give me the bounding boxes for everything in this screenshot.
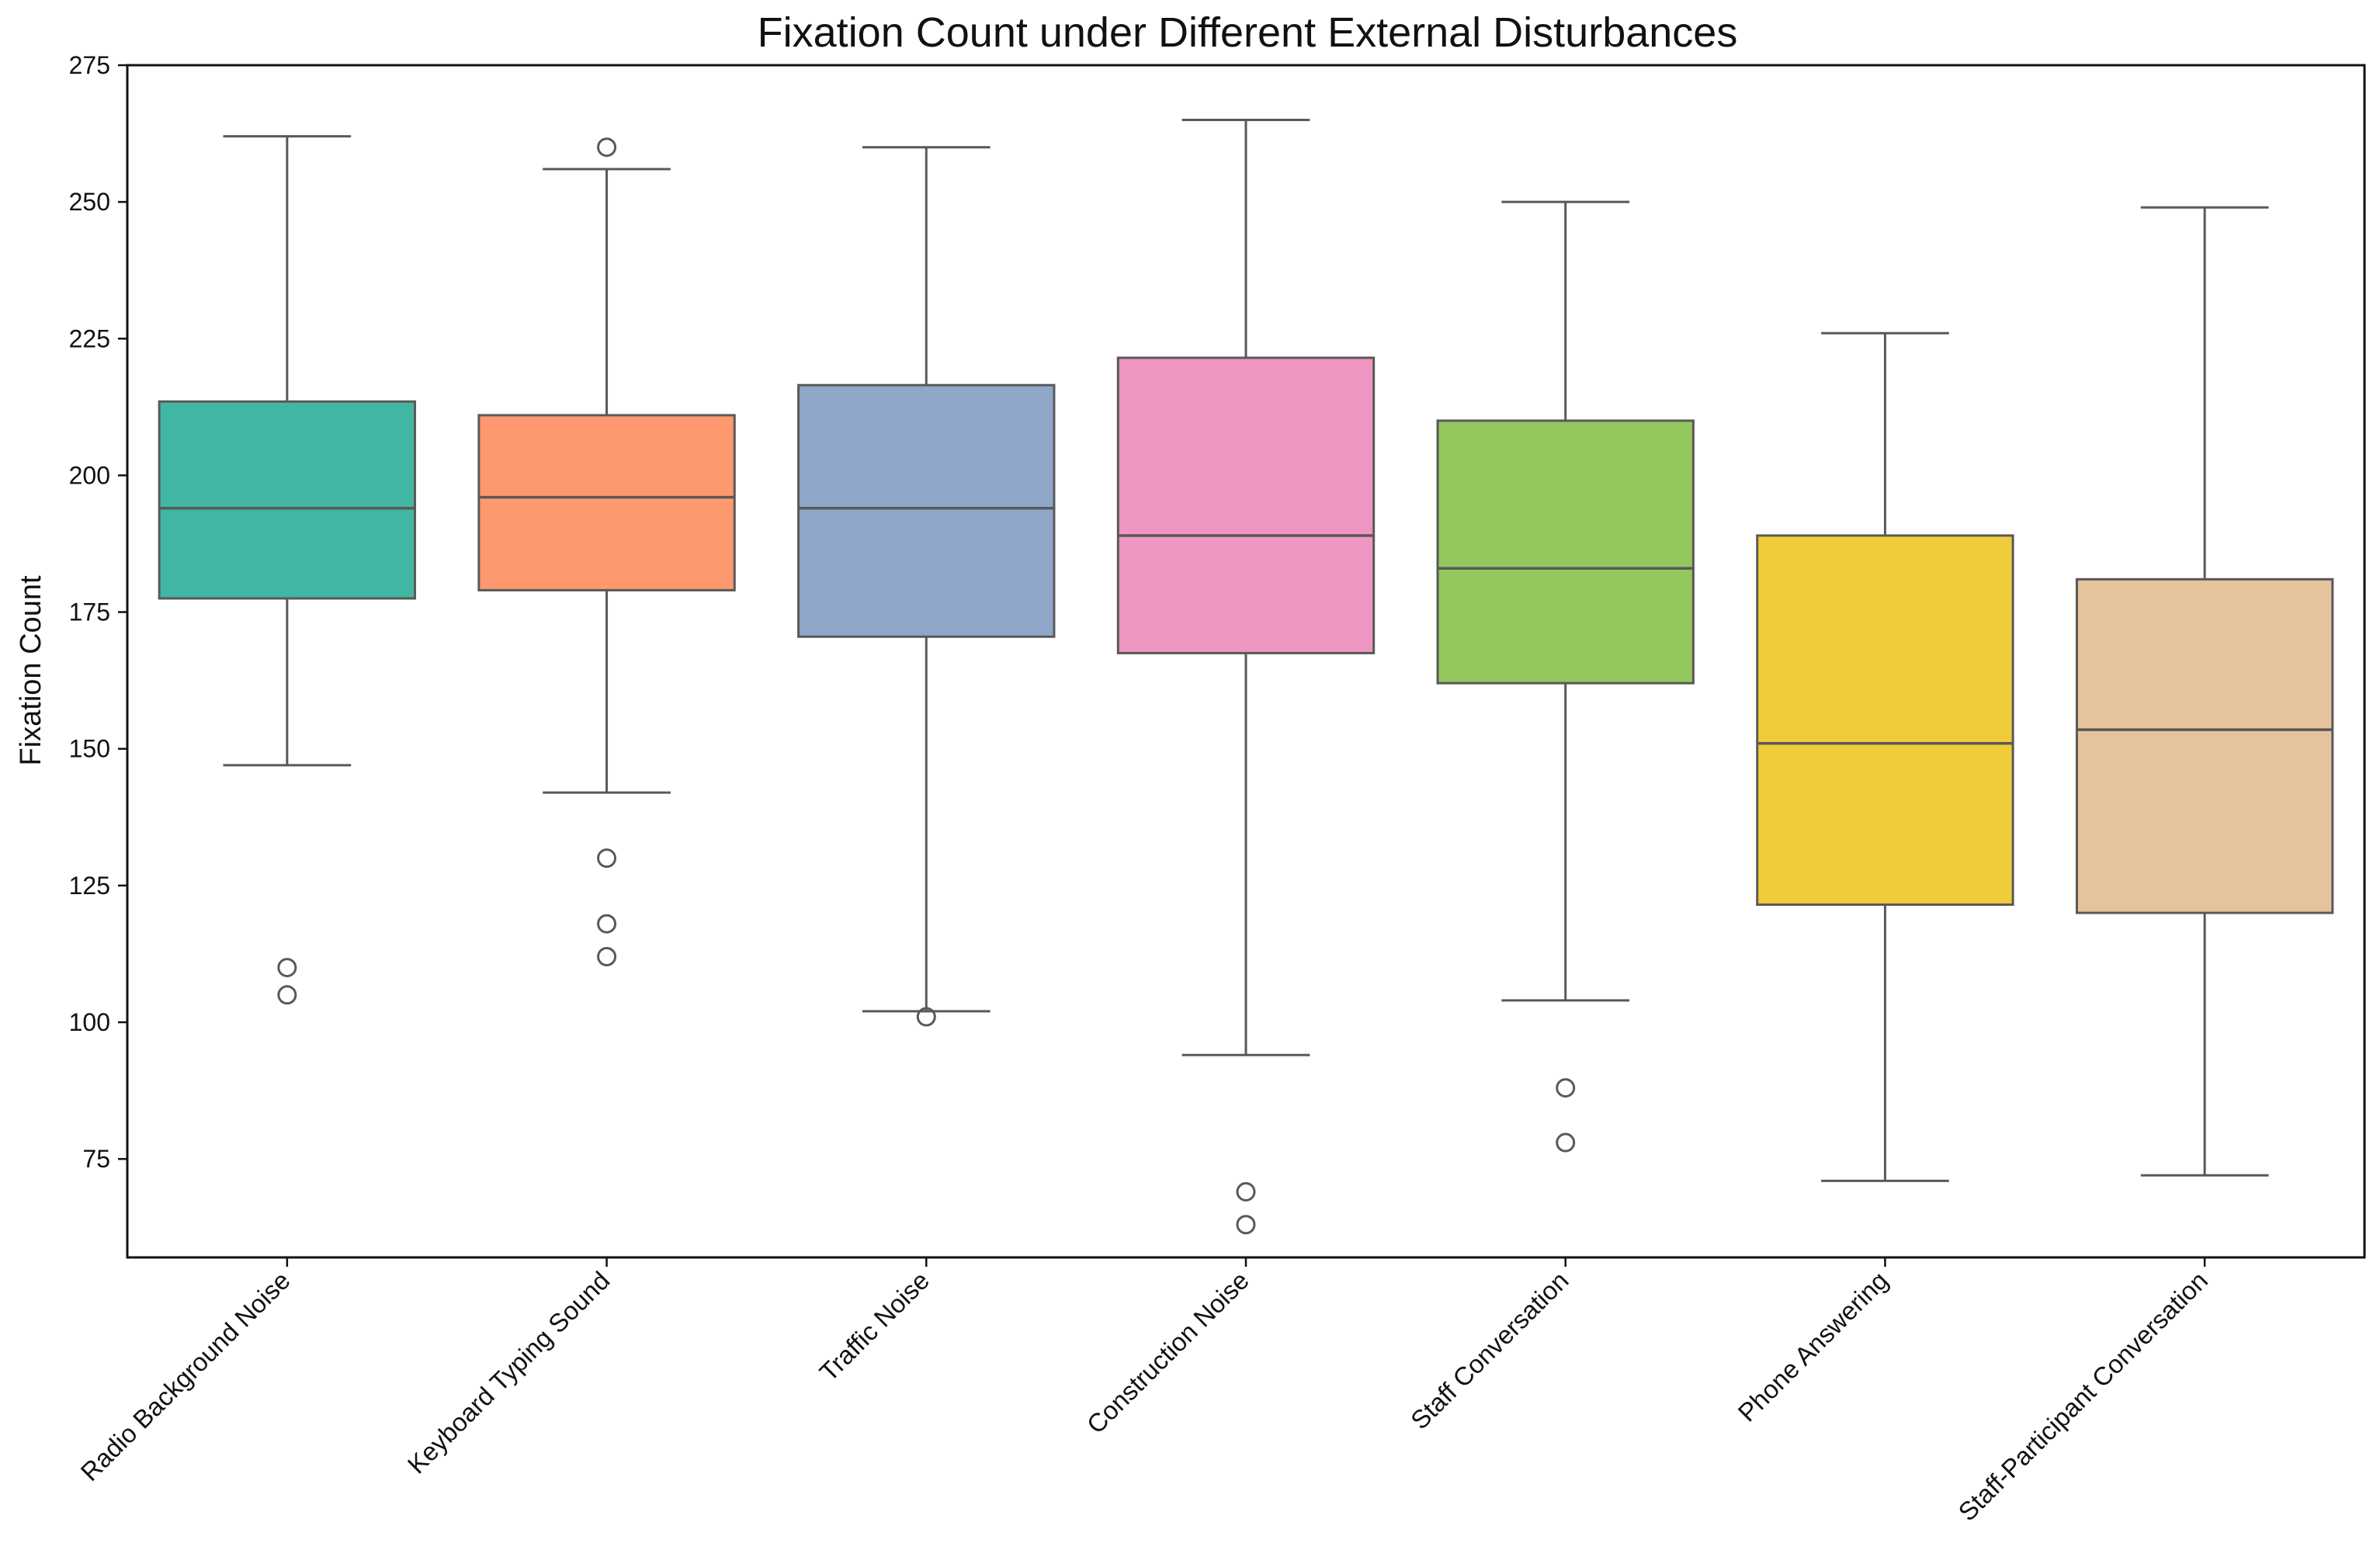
iqr-box bbox=[477, 414, 736, 591]
y-tick-label: 150 bbox=[69, 735, 110, 763]
y-tick-label: 75 bbox=[82, 1145, 110, 1173]
outlier-point bbox=[597, 848, 617, 869]
outlier-point bbox=[277, 985, 297, 1005]
outlier-point bbox=[1236, 1181, 1256, 1202]
y-tick-label: 225 bbox=[69, 324, 110, 352]
y-tick-label: 250 bbox=[69, 188, 110, 216]
y-tick-label: 125 bbox=[69, 872, 110, 900]
iqr-box bbox=[1116, 356, 1376, 654]
outlier-point bbox=[597, 946, 617, 966]
iqr-box bbox=[158, 400, 417, 600]
plot-frame bbox=[126, 64, 2366, 1259]
box-7 bbox=[2075, 206, 2334, 1177]
y-axis-label: Fixation Count bbox=[15, 575, 47, 765]
chart-title: Fixation Count under Different External … bbox=[758, 9, 1738, 56]
iqr-box bbox=[1436, 419, 1695, 685]
box-5 bbox=[1436, 200, 1695, 1153]
box-3 bbox=[797, 146, 1056, 1027]
x-tick-label: Keyboard Typing Sound bbox=[402, 1266, 616, 1479]
outlier-point bbox=[597, 914, 617, 934]
box-4 bbox=[1116, 118, 1376, 1235]
iqr-box bbox=[2075, 577, 2334, 914]
box-6 bbox=[1756, 331, 2014, 1182]
plot-group: 75 100 125 150 175 200 225 250 275 Radio Backgrou… bbox=[69, 51, 2366, 1527]
box-1 bbox=[158, 135, 417, 1005]
y-tick-label: 100 bbox=[69, 1008, 110, 1036]
x-tick-label: Radio Background Noise bbox=[75, 1266, 296, 1486]
iqr-box bbox=[797, 383, 1056, 638]
x-tick-label: Staff Conversation bbox=[1405, 1266, 1574, 1435]
x-tick-label: Phone Answering bbox=[1733, 1266, 1894, 1427]
box-2 bbox=[477, 137, 736, 966]
x-tick-label: Traffic Noise bbox=[814, 1266, 935, 1387]
outlier-point bbox=[1556, 1132, 1576, 1153]
outlier-point bbox=[1556, 1078, 1576, 1098]
y-tick-label: 275 bbox=[69, 51, 110, 79]
outlier-point bbox=[277, 958, 297, 978]
x-tick-label: Construction Noise bbox=[1081, 1266, 1254, 1439]
y-tick-label: 200 bbox=[69, 461, 110, 489]
outlier-point bbox=[1236, 1215, 1256, 1235]
x-tick-label: Staff-Participant Conversation bbox=[1952, 1266, 2213, 1527]
outlier-point bbox=[916, 1007, 936, 1027]
iqr-box bbox=[1756, 534, 2014, 907]
y-tick-label: 175 bbox=[69, 598, 110, 626]
outlier-point bbox=[597, 137, 617, 158]
